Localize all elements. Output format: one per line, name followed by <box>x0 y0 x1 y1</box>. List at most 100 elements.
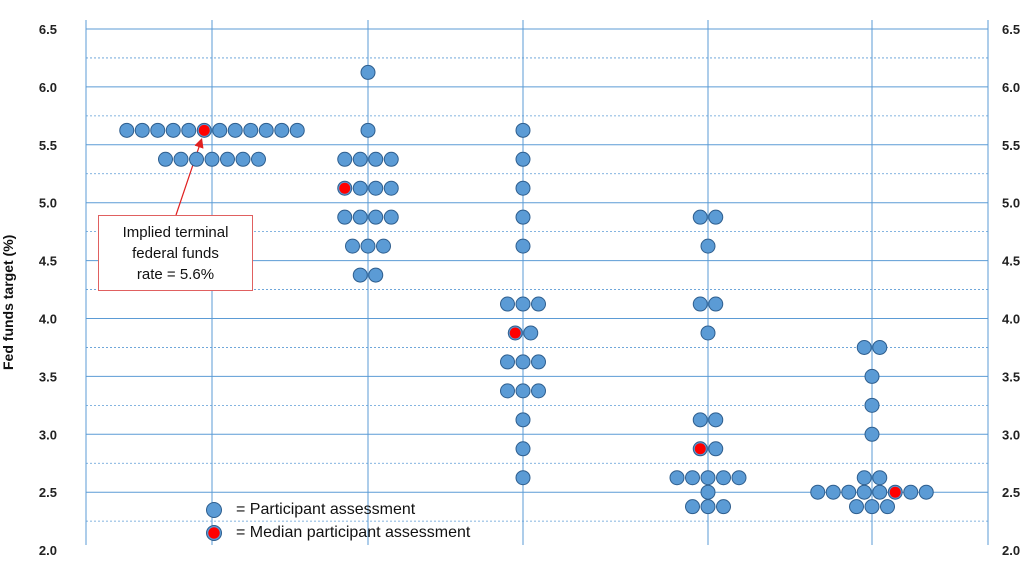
participant-dot <box>708 441 724 457</box>
y-tick-label-left: 6.5 <box>39 22 57 37</box>
participant-dot <box>204 151 220 167</box>
participant-dot <box>119 122 135 138</box>
participant-dot <box>716 470 731 486</box>
y-tick-label-left: 3.0 <box>39 427 57 442</box>
participant-dot <box>864 499 880 515</box>
participant-dot <box>352 209 368 225</box>
participant-dot <box>173 151 189 167</box>
participant-dot <box>515 238 531 254</box>
participant-dot <box>220 151 235 167</box>
participant-dot <box>158 151 173 167</box>
participant-dot <box>360 238 376 254</box>
annotation-arrow <box>175 138 204 216</box>
y-tick-label-right: 6.5 <box>1002 22 1020 37</box>
participant-dot <box>515 180 531 196</box>
median-marker <box>509 327 521 339</box>
y-tick-label-left: 3.5 <box>39 369 57 384</box>
participant-dot <box>731 470 747 486</box>
participant-dot <box>825 484 841 500</box>
participant-dot <box>376 238 391 254</box>
participant-dot <box>685 470 700 486</box>
participant-dot <box>227 122 243 138</box>
participant-dot <box>531 383 546 399</box>
participant-dot <box>531 354 546 370</box>
participant-dot <box>383 209 399 225</box>
participant-dot <box>685 499 700 515</box>
participant-dot <box>368 180 384 196</box>
y-tick-label-left: 4.0 <box>39 312 57 327</box>
participant-dot <box>383 151 399 167</box>
participant-dot <box>352 151 368 167</box>
participant-dot <box>669 470 685 486</box>
y-tick-label-right: 4.5 <box>1002 254 1020 269</box>
participant-dot <box>864 397 880 413</box>
annotation-line-3: rate = 5.6% <box>136 265 215 283</box>
y-tick-label-left: 2.5 <box>39 485 57 500</box>
participant-dot <box>515 296 531 312</box>
participant-dot <box>134 122 150 138</box>
annotation-box: Implied terminal federal funds rate = 5.… <box>98 215 253 291</box>
annotation-line-1: Implied terminal <box>122 223 229 241</box>
participant-dot <box>864 426 880 442</box>
participant-dot <box>243 122 259 138</box>
participant-dot <box>700 484 716 500</box>
participant-dot <box>165 122 181 138</box>
participant-dot <box>515 470 531 486</box>
participant-dot <box>515 151 531 167</box>
participant-dot <box>189 151 204 167</box>
median-marker <box>198 124 210 136</box>
participant-dot <box>841 484 857 500</box>
participant-dot <box>700 238 716 254</box>
participant-dot <box>337 151 353 167</box>
participant-dot <box>345 238 360 254</box>
participant-dot <box>337 209 353 225</box>
dot-layer <box>119 64 934 515</box>
participant-dot <box>692 296 708 312</box>
participant-dot <box>856 339 872 355</box>
participant-dot <box>500 296 515 312</box>
participant-dot <box>515 412 531 428</box>
participant-dot <box>212 122 228 138</box>
participant-dot <box>383 180 399 196</box>
y-tick-label-left: 5.5 <box>39 138 57 153</box>
participant-dot <box>352 180 368 196</box>
participant-dot <box>872 470 888 486</box>
legend-label-participant: = Participant assessment <box>236 500 416 518</box>
participant-dot <box>856 470 872 486</box>
participant-dot <box>368 267 384 283</box>
participant-dot <box>856 484 872 500</box>
participant-dot <box>531 296 546 312</box>
participant-dot <box>692 412 708 428</box>
y-tick-label-right: 2.5 <box>1002 485 1020 500</box>
participant-dot <box>515 441 531 457</box>
participant-dot <box>880 499 895 515</box>
participant-dot <box>716 499 731 515</box>
participant-dot-icon <box>206 501 222 518</box>
participant-dot <box>150 122 166 138</box>
participant-dot <box>708 209 724 225</box>
annotation-line-2: federal funds <box>132 244 219 262</box>
participant-dot <box>235 151 251 167</box>
y-tick-label-right: 5.0 <box>1002 196 1020 211</box>
legend: = Participant assessment = Median partic… <box>204 498 470 544</box>
median-marker <box>694 443 706 455</box>
participant-dot <box>700 499 716 515</box>
legend-label-median: = Median participant assessment <box>236 523 471 541</box>
y-axis-label: Fed funds target (%) <box>0 235 16 370</box>
tick-labels: 2.0 2.0 2.5 2.5 3.0 3.0 3.5 3.5 4.0 4.0 4.5 4.5 5.0 5… <box>39 22 1020 558</box>
participant-dot <box>864 368 880 384</box>
y-tick-label-left: 5.0 <box>39 196 57 211</box>
participant-dot <box>500 383 515 399</box>
y-tick-label-right: 3.0 <box>1002 427 1020 442</box>
legend-item-participant: = Participant assessment <box>204 498 470 521</box>
y-tick-label-right: 2.0 <box>1002 543 1020 558</box>
y-tick-label-left: 4.5 <box>39 254 57 269</box>
participant-dot <box>368 151 384 167</box>
participant-dot <box>700 325 716 341</box>
participant-dot <box>872 339 888 355</box>
participant-dot <box>849 499 864 515</box>
participant-dot <box>500 354 515 370</box>
participant-dot <box>708 296 724 312</box>
participant-dot <box>515 354 531 370</box>
median-dot-icon <box>206 524 222 541</box>
